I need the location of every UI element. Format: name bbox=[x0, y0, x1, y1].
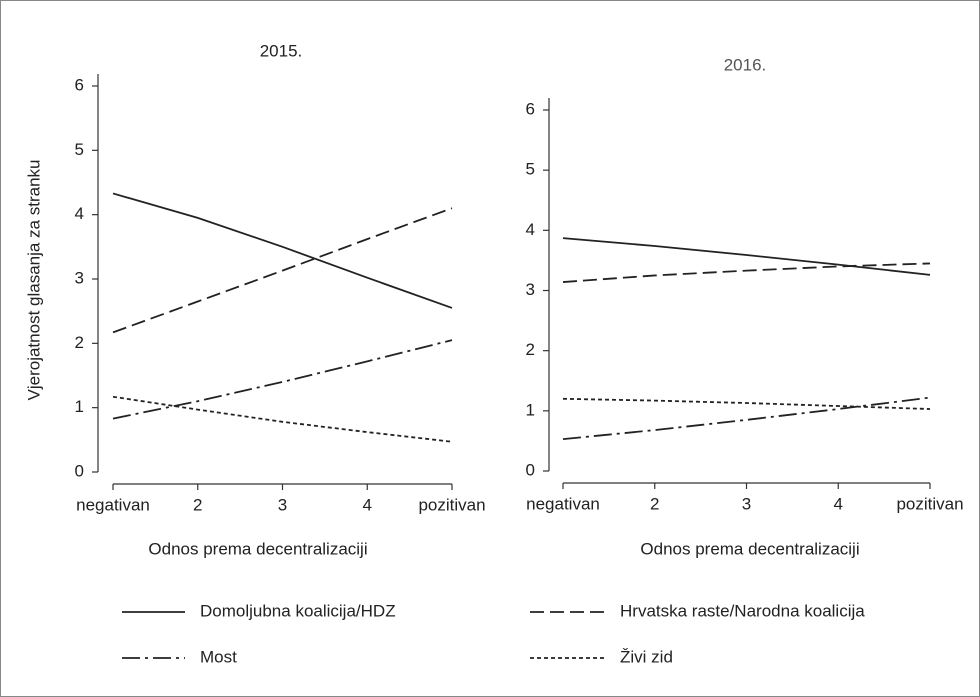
y-tick-label: 6 bbox=[526, 99, 535, 118]
legend-label: Most bbox=[200, 647, 237, 666]
chart-title: 2016. bbox=[724, 55, 767, 74]
y-tick-label: 4 bbox=[526, 220, 535, 239]
x-tick-label: 4 bbox=[363, 495, 372, 514]
y-tick-label: 1 bbox=[526, 400, 535, 419]
series-line bbox=[562, 237, 931, 276]
y-tick-label: 0 bbox=[526, 460, 535, 479]
series-line bbox=[562, 262, 931, 283]
series-line bbox=[112, 207, 453, 334]
x-tick-label: 2 bbox=[193, 495, 202, 514]
series-line bbox=[112, 339, 453, 420]
y-tick-label: 1 bbox=[75, 397, 84, 416]
y-tick-label: 3 bbox=[526, 280, 535, 299]
y-tick-label: 3 bbox=[75, 268, 84, 287]
chart-title: 2015. bbox=[260, 41, 303, 60]
x-tick-label: 4 bbox=[834, 494, 843, 513]
x-tick-label: 3 bbox=[278, 495, 287, 514]
x-tick-label: pozitivan bbox=[418, 495, 485, 514]
legend-label: Domoljubna koalicija/HDZ bbox=[200, 601, 396, 620]
x-tick-label: pozitivan bbox=[896, 494, 963, 513]
y-axis-label: Vjerojatnost glasanja za stranku bbox=[24, 160, 43, 401]
x-tick-label: negativan bbox=[526, 494, 600, 513]
x-tick-label: 3 bbox=[742, 494, 751, 513]
y-tick-label: 2 bbox=[75, 333, 84, 352]
y-tick-label: 4 bbox=[75, 204, 84, 223]
x-tick-label: 2 bbox=[650, 494, 659, 513]
y-tick-label: 5 bbox=[526, 160, 535, 179]
y-tick-label: 0 bbox=[75, 461, 84, 480]
legend-label: Živi zid bbox=[620, 647, 673, 666]
series-line bbox=[112, 192, 453, 309]
series-line bbox=[562, 397, 931, 410]
y-tick-label: 6 bbox=[75, 75, 84, 94]
y-tick-label: 5 bbox=[75, 140, 84, 159]
y-tick-label: 2 bbox=[526, 340, 535, 359]
legend-label: Hrvatska raste/Narodna koalicija bbox=[620, 601, 865, 620]
x-tick-label: negativan bbox=[76, 495, 150, 514]
series-line bbox=[112, 395, 453, 443]
x-axis-label: Odnos prema decentralizaciji bbox=[640, 539, 859, 558]
x-axis-label: Odnos prema decentralizaciji bbox=[148, 539, 367, 558]
